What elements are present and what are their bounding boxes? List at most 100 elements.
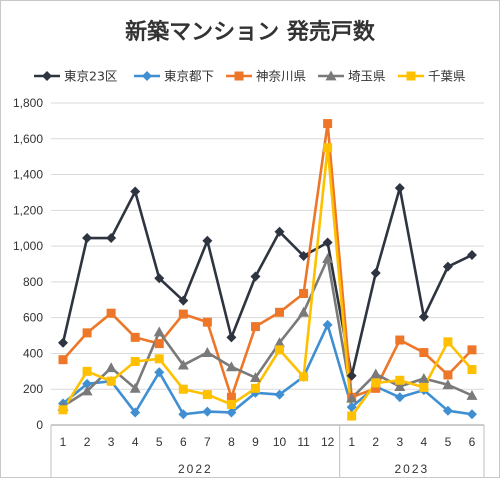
data-point [201,347,213,357]
data-point [178,309,188,319]
legend-marker [325,70,337,81]
data-point [274,389,285,400]
data-point [466,409,477,420]
y-tick-label: 400 [23,346,43,360]
data-point [347,411,357,421]
chart-title: 新築マンション 発売戸数 [125,19,376,45]
data-point [394,381,406,391]
series-markers [57,119,478,421]
y-tick-label: 1,000 [13,239,43,253]
data-point [225,361,237,372]
x-tick-label: 5 [156,435,163,449]
y-axis: 0 200 400 600 800 1,000 1,200 1,400 1,600 1,800 [13,96,43,432]
x-tick-label: 9 [252,435,259,449]
data-point [418,311,429,322]
data-point [178,384,188,394]
data-point [82,366,92,376]
gridlines [51,102,484,426]
x-tick-label: 1 [60,435,67,449]
data-point [154,339,164,349]
data-point [130,186,141,197]
x-tick-label: 6 [180,435,187,449]
x-tick-label: 6 [469,435,476,449]
x-tick-label: 2 [84,435,91,449]
x-tick-label: 2 [372,435,379,449]
data-point [178,409,189,420]
data-point [81,385,93,396]
legend-marker [234,71,244,81]
x-tick-label: 4 [132,435,139,449]
data-point [395,375,405,385]
data-point [226,332,237,343]
data-point [323,119,333,129]
data-point [82,378,93,389]
legend-label: 千葉県 [428,69,466,84]
data-point [154,273,165,284]
data-point [275,307,285,317]
x-tick-label: 1 [348,435,355,449]
data-point [226,399,236,409]
data-point [226,392,236,402]
y-tick-label: 1,800 [13,96,43,110]
data-point [467,345,477,355]
data-point [418,372,430,383]
data-point [442,379,454,390]
data-point [274,226,285,237]
y-tick-label: 1,400 [13,168,43,182]
data-point [106,308,116,318]
data-point [106,233,117,244]
data-point [419,382,429,392]
data-point [130,356,140,366]
data-point [82,328,92,338]
series-line-1 [61,186,473,378]
data-point [346,402,357,413]
data-point [154,367,165,378]
data-point [346,370,357,381]
series-line-2 [62,323,473,416]
data-point [322,253,334,264]
data-point [177,359,189,370]
data-point [274,337,286,348]
data-point [250,322,260,332]
data-point [323,143,333,153]
x-tick-label: 3 [108,435,115,449]
data-point [394,392,405,403]
legend-marker [142,71,152,81]
data-point [322,237,333,248]
data-point [202,235,213,246]
data-point [370,267,381,278]
x-tick-label: 10 [273,435,287,449]
series-line-3 [62,122,473,399]
series-line-4 [62,257,473,408]
data-point [467,365,477,375]
data-point [466,389,478,400]
data-point [443,337,453,347]
data-point [250,383,260,393]
x-tick-label: 5 [445,435,452,449]
data-point [299,289,309,299]
data-point [298,306,310,317]
x-group-label: 2023 [394,462,429,476]
data-point [202,406,213,417]
data-point [442,261,453,272]
data-point [129,382,141,393]
data-point [442,405,453,416]
x-tick-label: 11 [297,435,310,449]
data-point [275,345,285,355]
data-point [299,372,309,382]
data-point [395,335,405,345]
data-point [130,332,140,342]
data-point [371,378,381,388]
data-point [226,407,237,418]
y-tick-label: 200 [23,382,43,396]
data-point [58,405,68,415]
y-tick-label: 0 [36,418,43,432]
x-tick-label: 3 [396,435,403,449]
data-point [105,362,117,373]
data-point [346,392,358,403]
legend-marker [406,71,416,81]
data-point [466,250,477,261]
data-point [249,372,261,382]
